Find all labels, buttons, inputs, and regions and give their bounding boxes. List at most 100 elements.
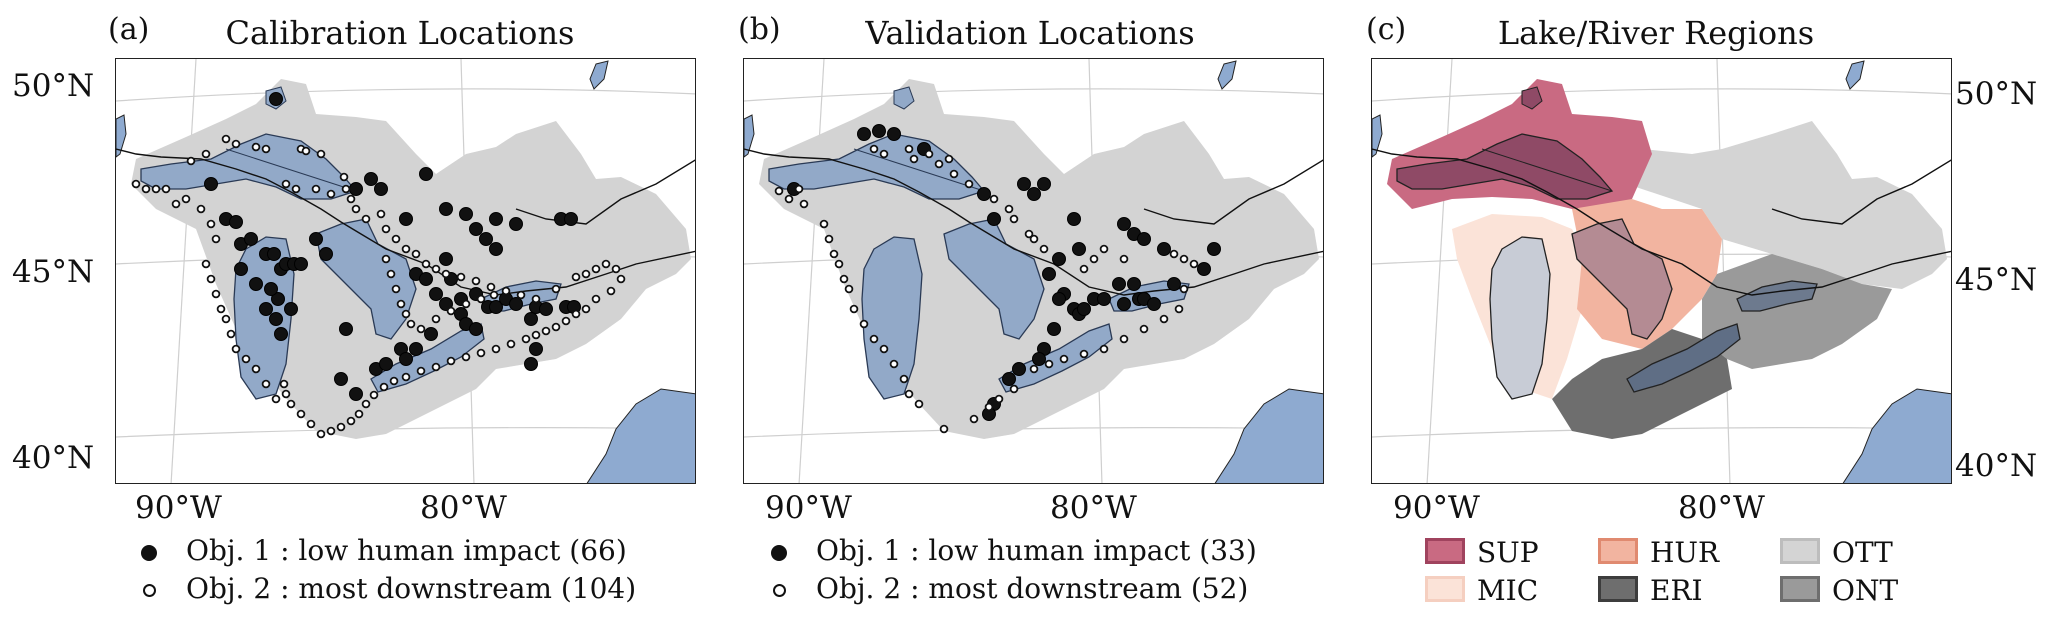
station-obj2 bbox=[551, 284, 561, 294]
region-label-eri: ERI bbox=[1650, 574, 1703, 607]
station-obj2 bbox=[171, 199, 181, 209]
station-obj1 bbox=[529, 342, 543, 356]
station-obj1 bbox=[1157, 242, 1171, 256]
station-obj2 bbox=[1119, 254, 1129, 264]
legend-regions: SUP HUR OTT MIC ERI ONT bbox=[1425, 536, 1945, 616]
station-obj1 bbox=[399, 352, 413, 366]
station-obj2 bbox=[969, 414, 979, 424]
station-obj1 bbox=[1027, 187, 1041, 201]
station-obj2 bbox=[531, 294, 541, 304]
region-label-hur: HUR bbox=[1650, 536, 1720, 569]
station-obj2 bbox=[401, 372, 411, 382]
station-obj2 bbox=[859, 319, 869, 329]
station-obj2 bbox=[1099, 344, 1109, 354]
station-obj2 bbox=[581, 304, 591, 314]
station-obj1 bbox=[399, 212, 413, 226]
station-obj2 bbox=[361, 399, 371, 409]
panel-b-label: (b) bbox=[738, 12, 781, 47]
station-obj2 bbox=[471, 276, 481, 286]
station-obj2 bbox=[221, 314, 231, 324]
lake-nipigon bbox=[893, 86, 915, 110]
filled-dot-icon bbox=[141, 545, 157, 561]
station-obj2 bbox=[216, 304, 226, 314]
lat-label-45-right: 45°N bbox=[1955, 262, 2038, 298]
station-obj1 bbox=[374, 182, 388, 196]
station-obj2 bbox=[1079, 349, 1089, 359]
station-obj2 bbox=[411, 249, 421, 259]
station-obj1 bbox=[1127, 277, 1141, 291]
station-obj2 bbox=[401, 244, 411, 254]
station-obj2 bbox=[296, 409, 306, 419]
lake-huron bbox=[315, 218, 417, 340]
swatch-sup bbox=[1425, 538, 1465, 564]
panel-c-label: (c) bbox=[1366, 12, 1407, 47]
station-obj2 bbox=[964, 179, 974, 189]
station-obj2 bbox=[231, 139, 241, 149]
station-obj2 bbox=[521, 334, 531, 344]
map-svg-c bbox=[1372, 59, 1951, 483]
calibration-stations bbox=[131, 92, 626, 439]
station-obj2 bbox=[346, 194, 356, 204]
station-obj2 bbox=[1009, 214, 1019, 224]
swatch-ott bbox=[1780, 538, 1820, 564]
station-obj1 bbox=[1167, 277, 1181, 291]
map-panel-regions bbox=[1371, 58, 1952, 484]
station-obj2 bbox=[1059, 354, 1069, 364]
station-obj1 bbox=[1207, 242, 1221, 256]
lake-winnipeg-edge bbox=[744, 114, 755, 158]
station-obj1 bbox=[439, 202, 453, 216]
station-obj2 bbox=[441, 269, 451, 279]
graticule-40n bbox=[1372, 427, 1951, 438]
station-obj2 bbox=[934, 159, 944, 169]
station-obj2 bbox=[196, 204, 206, 214]
station-obj1 bbox=[977, 187, 991, 201]
station-obj2 bbox=[456, 272, 466, 282]
station-obj2 bbox=[824, 234, 834, 244]
station-obj2 bbox=[904, 389, 914, 399]
station-obj2 bbox=[151, 184, 161, 194]
swatch-eri bbox=[1598, 576, 1638, 602]
panel-b-title: Validation Locations bbox=[865, 14, 1195, 52]
station-obj2 bbox=[181, 194, 191, 204]
station-obj1 bbox=[1017, 177, 1031, 191]
station-obj1 bbox=[274, 327, 288, 341]
station-obj1 bbox=[1052, 252, 1066, 266]
legend-obj2-label: Obj. 2 : most downstream (104) bbox=[186, 572, 637, 605]
swatch-hur bbox=[1598, 538, 1638, 564]
lake-superior-border-line bbox=[225, 148, 357, 192]
station-obj1 bbox=[267, 247, 281, 261]
station-obj2 bbox=[341, 184, 351, 194]
station-obj1 bbox=[249, 277, 263, 291]
station-obj1 bbox=[539, 302, 553, 316]
station-obj1 bbox=[509, 217, 523, 231]
station-obj1 bbox=[424, 327, 438, 341]
map-panel-calibration bbox=[115, 58, 696, 484]
station-obj2 bbox=[1179, 254, 1189, 264]
region-label-mic: MIC bbox=[1477, 574, 1539, 607]
region-label-sup: SUP bbox=[1477, 536, 1539, 569]
lat-label-50-right: 50°N bbox=[1955, 76, 2038, 112]
station-obj2 bbox=[461, 299, 471, 309]
station-obj2 bbox=[489, 290, 499, 300]
station-obj1 bbox=[1197, 262, 1211, 276]
graticule-90w bbox=[798, 59, 825, 483]
lat-label-40-right: 40°N bbox=[1955, 448, 2038, 484]
station-obj2 bbox=[1039, 244, 1049, 254]
station-obj2 bbox=[211, 234, 221, 244]
lon-label-80-a: 80°W bbox=[420, 490, 507, 526]
station-obj1 bbox=[489, 212, 503, 226]
station-obj1 bbox=[349, 182, 363, 196]
graticule-40n bbox=[116, 427, 695, 438]
lon-label-90-c: 90°W bbox=[1393, 490, 1480, 526]
station-obj2 bbox=[421, 259, 431, 269]
lake-superior bbox=[1396, 133, 1614, 200]
station-obj2 bbox=[606, 286, 616, 296]
station-obj1 bbox=[872, 124, 886, 138]
graticule-40n bbox=[744, 427, 1323, 438]
station-obj2 bbox=[231, 344, 241, 354]
station-obj2 bbox=[354, 409, 364, 419]
station-obj2 bbox=[1099, 244, 1109, 254]
station-obj2 bbox=[381, 224, 391, 234]
graticule-90w bbox=[1426, 59, 1453, 483]
atlantic-water bbox=[1842, 388, 1951, 483]
